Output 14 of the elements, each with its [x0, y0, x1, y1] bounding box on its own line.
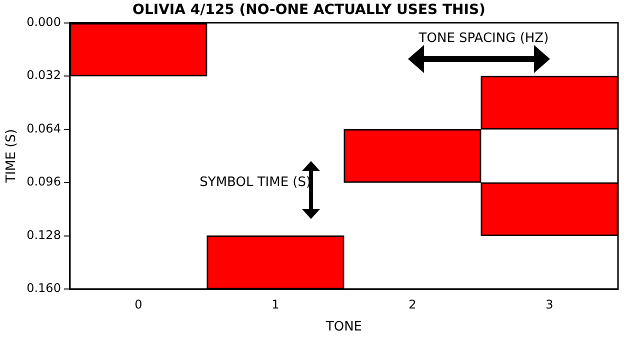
chart-title: OLIVIA 4/125 (NO-ONE ACTUALLY USES THIS) — [132, 2, 486, 18]
x-tick-label: 3 — [546, 297, 554, 312]
y-tick-label: 0.096 — [26, 174, 61, 189]
y-axis-title: TIME (S) — [4, 129, 20, 184]
y-tick-label: 0.064 — [26, 121, 61, 136]
x-tick-label: 2 — [408, 297, 416, 312]
annotation: TONE SPACING (HZ) — [418, 31, 549, 46]
y-tick-label: 0.032 — [26, 68, 61, 82]
y-tick-label: 0.160 — [26, 281, 61, 296]
y-tick-label: 0.128 — [26, 228, 61, 242]
y-tick-label: 0.000 — [26, 14, 61, 29]
x-tick-label: 0 — [134, 297, 142, 312]
x-axis-title: TONE — [324, 320, 362, 335]
x-tick-label: 1 — [272, 297, 280, 312]
